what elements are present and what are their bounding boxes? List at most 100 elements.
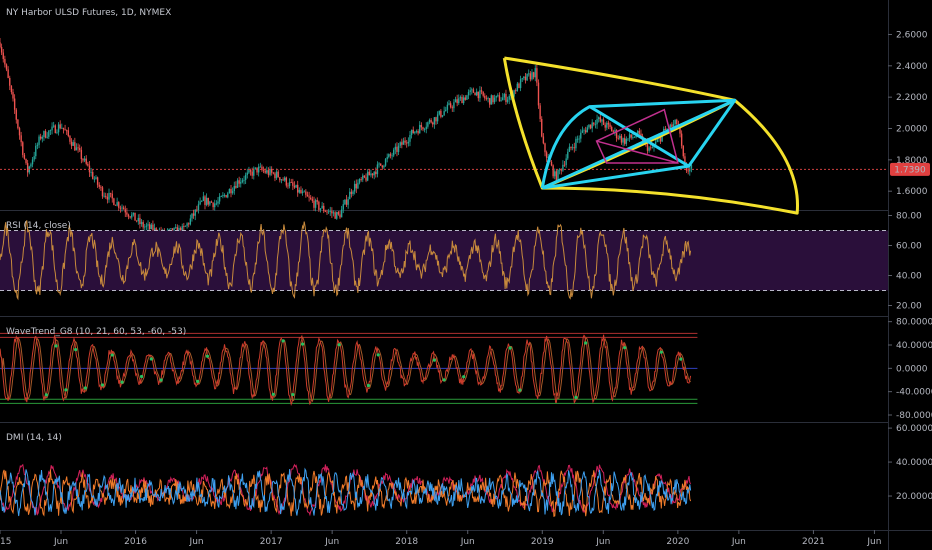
candle-body: [622, 138, 624, 143]
wt-cross-dot: [518, 388, 522, 392]
candle-body: [388, 154, 390, 158]
candle-body: [396, 146, 398, 152]
wt-cross-dot: [376, 353, 380, 357]
candle-body: [121, 207, 123, 209]
candle-body: [358, 178, 361, 183]
candle-body: [83, 158, 86, 161]
wt-cross-dot: [300, 342, 305, 346]
candle-body: [79, 148, 81, 150]
candle-body: [201, 200, 203, 202]
candle-body: [505, 93, 507, 102]
rsi-pane[interactable]: 20.00 40.00 60.00 80.00 RSI (14, close): [0, 212, 922, 312]
candle-body: [619, 135, 621, 139]
candle-body: [111, 193, 113, 199]
candle-body: [347, 199, 349, 205]
y-tick-label: 1.6000: [896, 187, 928, 197]
candle-body: [375, 171, 377, 175]
candle-body: [576, 138, 579, 140]
candle-body: [54, 125, 57, 134]
candle-body: [601, 119, 603, 122]
y-tick-label: 80.0000: [896, 318, 932, 328]
candle-body: [443, 111, 445, 116]
drawing-annotations[interactable]: [502, 56, 799, 215]
candle-body: [557, 169, 559, 182]
x-tick-label: Jun: [866, 537, 881, 547]
candle-body: [516, 83, 519, 92]
candle-body: [124, 209, 126, 213]
candle-body: [324, 211, 327, 212]
wt-cross-dot: [281, 339, 285, 343]
x-tick-label: 2018: [395, 537, 418, 547]
candle-body: [633, 137, 636, 138]
candle-body: [257, 166, 260, 173]
candle-body: [529, 73, 532, 80]
price-pane[interactable]: 1.6000 1.8000 2.0000 2.2000 2.4000 2.6000 1.7…: [0, 8, 930, 240]
wavetrend-pane-title: WaveTrend_G8 (10, 21, 60, 53, -60, -53): [6, 327, 186, 337]
x-tick-label: Jun: [189, 537, 204, 547]
y-tick-label: 2.0000: [896, 125, 928, 135]
candle-body: [386, 157, 388, 160]
candle-body: [492, 95, 494, 103]
candle-body: [350, 191, 353, 194]
candle-body: [474, 92, 476, 96]
candle-body: [292, 182, 294, 186]
candle-body: [672, 123, 675, 127]
candle-body: [602, 119, 605, 125]
x-tick-label: Jun: [731, 537, 746, 547]
candle-body: [127, 214, 130, 217]
y-tick-label: 40.0000: [896, 458, 932, 468]
candle-body: [15, 109, 17, 120]
candle-body: [132, 212, 135, 215]
candle-body: [225, 195, 227, 198]
candle-body: [10, 85, 13, 93]
candle-body: [270, 168, 273, 173]
candle-body: [417, 131, 419, 134]
candle-body: [415, 131, 418, 132]
candle-body: [30, 164, 32, 167]
wt-cross-dot: [120, 380, 124, 384]
rsi-pane-title: RSI (14, close): [6, 221, 71, 231]
candle-body: [297, 184, 299, 193]
candle-body: [366, 171, 369, 181]
candle-body: [218, 196, 221, 202]
candle-body: [453, 102, 455, 109]
candle-body: [233, 185, 235, 192]
candle-body: [441, 115, 444, 117]
candle-body: [365, 177, 367, 181]
candle-body: [339, 214, 341, 218]
wt-cross-dot: [139, 374, 144, 379]
candle-body: [555, 171, 558, 182]
rsi-axis: 20.00 40.00 60.00 80.00: [888, 212, 922, 312]
candle-body: [321, 205, 323, 209]
candle-body: [521, 78, 523, 80]
candle-body: [298, 189, 301, 193]
candle-body: [497, 95, 499, 97]
candle-body: [336, 212, 338, 219]
candle-body: [584, 130, 587, 133]
candle-body: [306, 194, 309, 197]
time-axis[interactable]: 2015 Jun 2016 Jun 2017 Jun 2018 Jun 2019 Jun 2020 J…: [0, 530, 881, 547]
candle-body: [588, 124, 590, 128]
candle-body: [611, 126, 613, 132]
candle-body: [256, 167, 258, 173]
dmi-pane[interactable]: 20.0000 40.0000 60.0000 DMI (14, 14): [0, 424, 932, 518]
candle-body: [20, 135, 22, 143]
candle-body: [109, 192, 112, 194]
x-tick-label: 2015: [0, 537, 11, 547]
candle-body: [370, 173, 372, 176]
wavetrend-pane[interactable]: -80.0000 -40.0000 0.0000 40.0000 80.0000 Wav…: [0, 318, 932, 421]
wt-cross-dot: [679, 357, 683, 361]
candle-body: [552, 165, 554, 177]
candle-body: [334, 212, 336, 219]
candle-body: [77, 147, 79, 149]
candle-body: [113, 198, 115, 205]
candle-body: [648, 147, 650, 151]
candle-body: [101, 187, 104, 197]
candle-body: [684, 156, 686, 166]
x-tick-label: 2016: [124, 537, 147, 547]
candle-body: [615, 130, 618, 139]
candle-body: [440, 110, 442, 117]
x-tick-label: 2019: [531, 537, 554, 547]
wt-cross-dot: [54, 344, 58, 348]
candle-body: [326, 211, 328, 213]
